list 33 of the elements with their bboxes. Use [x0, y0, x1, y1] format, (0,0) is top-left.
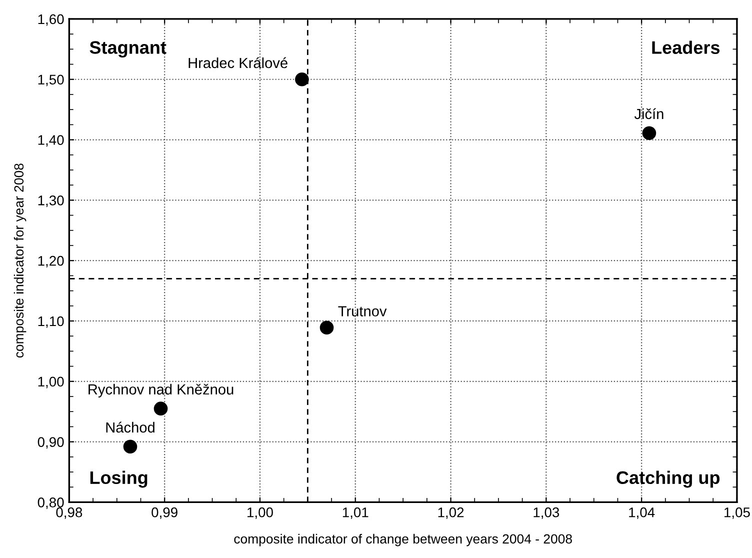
annotation: Stagnant — [90, 41, 166, 58]
y-tick-label: 1,30 — [38, 196, 64, 207]
x-tick-label: 1,01 — [342, 507, 368, 519]
y-tick-label: 1,20 — [38, 256, 64, 268]
point — [320, 320, 334, 335]
point — [295, 72, 309, 86]
annotation: Losing — [90, 470, 148, 488]
x-axis-title: composite indicator of change between years 2004 - 2008 — [234, 534, 572, 546]
annotation: Rychnov nad Kněžnou — [88, 384, 234, 398]
x-tick-label: 1,02 — [438, 507, 464, 519]
point — [123, 440, 138, 454]
annotation: Leaders — [652, 40, 720, 54]
x-tick-label: 1,00 — [248, 507, 273, 519]
y-axis-title: composite indicator for year 2008 — [14, 164, 26, 358]
annotation: Náchod — [106, 422, 154, 433]
x-tick-label: 1,04 — [629, 507, 655, 519]
point — [154, 402, 168, 416]
point — [642, 126, 656, 140]
y-tick-label: 1,00 — [38, 376, 64, 388]
y-tick-label: 0,90 — [38, 437, 64, 449]
x-tick-label: 1,03 — [534, 507, 560, 519]
y-tick-label: 1,50 — [38, 74, 64, 86]
annotation: Catching up — [616, 470, 720, 488]
x-tick-label: 0,99 — [152, 507, 178, 519]
y-tick-label: 1,40 — [38, 135, 64, 147]
y-tick-label: 1,10 — [38, 316, 64, 328]
x-tick-label: 1,05 — [724, 507, 750, 519]
x-tick-label: 0,98 — [56, 507, 82, 519]
y-tick-label: 1,60 — [38, 14, 64, 26]
y-tick-label: 0,80 — [38, 498, 64, 510]
annotation: Hradec Králové — [188, 57, 288, 68]
annotation: Jičín — [634, 108, 664, 120]
annotation: Trutnov — [338, 306, 387, 316]
